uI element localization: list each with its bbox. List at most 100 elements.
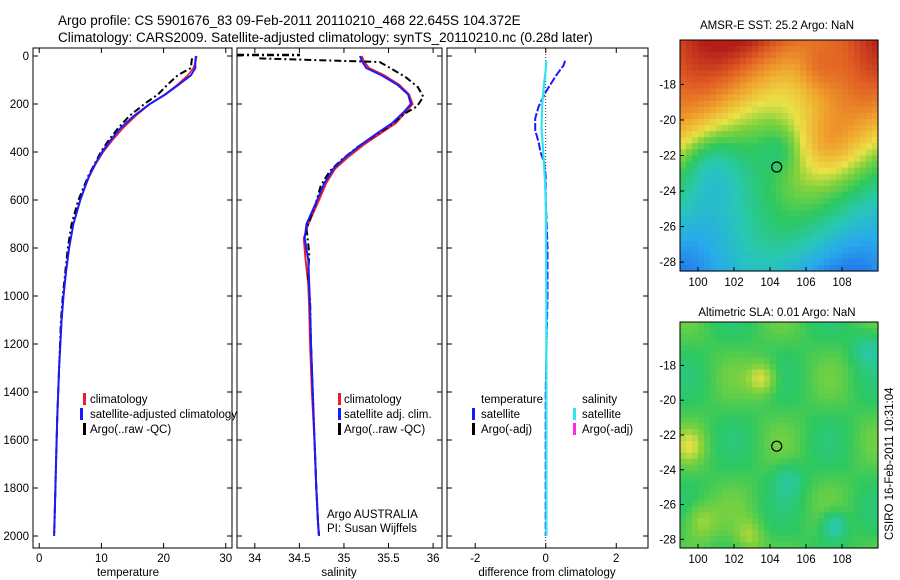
map-cell <box>758 417 765 424</box>
map-cell <box>692 240 699 248</box>
map-cell <box>752 322 759 329</box>
map-cell <box>722 112 729 120</box>
map-cell <box>830 143 837 151</box>
map-cell <box>848 381 855 389</box>
map-cell <box>818 333 825 341</box>
map-cell <box>794 506 801 513</box>
map-cell <box>824 399 831 406</box>
map-cell <box>848 40 855 47</box>
map-cell <box>788 204 795 211</box>
map-cell <box>710 405 717 412</box>
map-cell <box>866 137 873 144</box>
map-cell <box>794 173 801 181</box>
map-cell <box>848 393 855 400</box>
map-cell <box>770 149 777 157</box>
map-cell <box>728 357 735 365</box>
map-cell <box>776 125 783 132</box>
map-cell <box>836 524 843 531</box>
map-cell <box>872 458 879 466</box>
map-cell <box>782 119 789 126</box>
map-cell <box>764 112 771 120</box>
map-cell <box>842 258 849 266</box>
map-cell <box>770 112 777 120</box>
map-cell <box>848 106 855 114</box>
map-cell <box>710 52 717 59</box>
map-cell <box>800 240 807 248</box>
map-cell <box>704 322 711 329</box>
map-cell <box>842 216 849 223</box>
map-cell <box>872 40 879 47</box>
map-cell <box>806 512 813 519</box>
map-cell <box>770 351 777 359</box>
map-cell <box>800 252 807 260</box>
map-cell <box>842 435 849 442</box>
map-cell <box>698 327 705 335</box>
map-cell <box>812 506 819 513</box>
map-cell <box>800 46 807 53</box>
map-cell <box>782 381 789 389</box>
map-cell <box>806 322 813 329</box>
map-cell <box>722 429 729 436</box>
map-cell <box>866 488 873 496</box>
map-cell <box>848 488 855 496</box>
map-cell <box>746 470 753 478</box>
map-cell <box>746 387 753 394</box>
map-cell <box>758 339 765 347</box>
map-cell <box>680 488 687 496</box>
map-cell <box>848 246 855 254</box>
map-cell <box>818 536 825 543</box>
map-cell <box>728 252 735 260</box>
map-cell <box>764 143 771 151</box>
map-cell <box>872 446 879 454</box>
map-cell <box>680 429 687 436</box>
map-cell <box>842 88 849 96</box>
map-cell <box>842 494 849 502</box>
map-cell <box>758 252 765 260</box>
map-cell <box>788 264 795 272</box>
map-cell <box>716 119 723 126</box>
map-cell <box>728 161 735 169</box>
map-cell <box>818 64 825 71</box>
map-cell <box>740 191 747 199</box>
map-cell <box>770 94 777 102</box>
figure-title-line1: Argo profile: CS 5901676_83 09-Feb-2011 … <box>58 13 521 28</box>
map-cell <box>848 399 855 406</box>
map-cell <box>680 375 687 383</box>
map-cell <box>764 185 771 193</box>
map-cell <box>752 76 759 84</box>
map-cell <box>830 246 837 254</box>
map-cell <box>860 82 867 90</box>
map-cell <box>824 387 831 394</box>
map-cell <box>746 222 753 230</box>
map-cell <box>722 143 729 151</box>
map-cell <box>692 536 699 543</box>
map-cell <box>722 106 729 114</box>
map-cell <box>776 530 783 537</box>
map-cell <box>698 94 705 102</box>
map-x-tick-label: 100 <box>688 277 707 289</box>
map-cell <box>776 363 783 371</box>
map-cell <box>740 399 747 406</box>
map-cell <box>692 369 699 377</box>
map-cell <box>782 137 789 144</box>
map-cell <box>866 40 873 47</box>
map-cell <box>800 440 807 448</box>
map-cell <box>716 228 723 236</box>
map-cell <box>866 100 873 108</box>
map-cell <box>764 357 771 365</box>
map-cell <box>728 228 735 236</box>
map-cell <box>764 411 771 418</box>
map-cell <box>776 58 783 65</box>
legend-label-sal-argo: Argo(-adj) <box>582 424 633 436</box>
map-cell <box>872 106 879 114</box>
map-cell <box>770 405 777 412</box>
map-cell <box>788 173 795 181</box>
map-cell <box>836 375 843 383</box>
map-cell <box>764 106 771 114</box>
map-cell <box>788 518 795 525</box>
map-cell <box>788 363 795 371</box>
map-cell <box>818 423 825 430</box>
map-cell <box>836 58 843 65</box>
map-cell <box>734 64 741 71</box>
map-cell <box>746 52 753 59</box>
